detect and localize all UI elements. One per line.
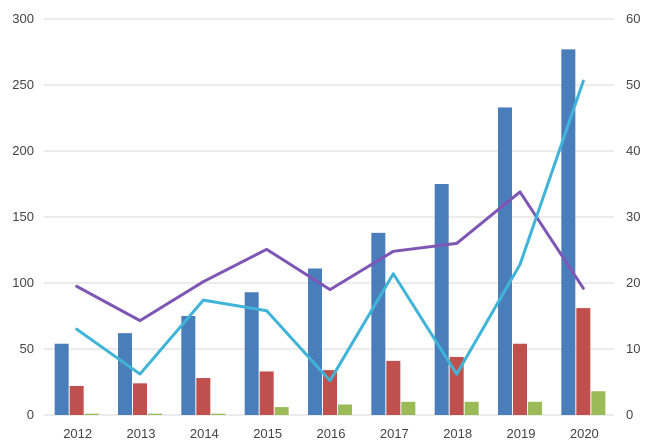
bar-series-3-bar xyxy=(528,401,542,415)
bar-series-3-bar xyxy=(211,413,226,415)
bar-series-1-bar xyxy=(118,333,132,415)
x-tick-label: 2016 xyxy=(317,426,346,441)
bar-series-3-bar xyxy=(148,413,162,415)
y2-tick-label: 10 xyxy=(626,341,640,356)
bar-series-2-bar xyxy=(323,370,337,415)
bar-series-group xyxy=(54,49,606,416)
gridlines xyxy=(44,18,614,416)
bar-series-2-bar xyxy=(259,371,274,415)
bar-series-2-bar xyxy=(449,356,464,415)
y2-tick-label: 40 xyxy=(626,143,640,158)
y-tick-label: 300 xyxy=(12,11,34,26)
x-tick-label: 2017 xyxy=(380,426,409,441)
y2-tick-label: 30 xyxy=(626,209,640,224)
bar-series-3-bar xyxy=(591,391,606,415)
bar-series-3-bar xyxy=(338,404,352,415)
left-y-axis: 0 50 100 150 200 250 300 xyxy=(12,11,34,422)
bar-series-1-bar xyxy=(561,49,576,416)
bar-series-1-bar xyxy=(308,268,322,415)
bar-series-3-bar xyxy=(84,413,99,415)
x-axis: 2012 2013 2014 2015 2016 2017 2018 2019 2020 xyxy=(63,426,599,441)
y2-tick-label: 50 xyxy=(626,77,640,92)
x-tick-label: 2020 xyxy=(570,426,599,441)
line-series-1 xyxy=(75,190,585,323)
bar-series-3-bar xyxy=(274,407,289,415)
bar-series-2-bar xyxy=(133,383,147,415)
y-tick-label: 100 xyxy=(12,275,34,290)
y-tick-label: 150 xyxy=(12,209,34,224)
right-y-axis: 0 10 20 30 40 50 60 xyxy=(626,11,640,422)
bar-series-3-bar xyxy=(401,401,416,415)
bar-series-2-bar xyxy=(386,360,401,415)
y-tick-label: 50 xyxy=(20,341,34,356)
bar-series-1-bar xyxy=(54,343,69,415)
line-series-group xyxy=(75,79,585,383)
x-tick-label: 2015 xyxy=(253,426,282,441)
bar-series-2-bar xyxy=(513,343,527,415)
bar-series-1-bar xyxy=(434,184,449,415)
y2-tick-label: 20 xyxy=(626,275,640,290)
bar-series-1-bar xyxy=(244,292,259,415)
line-series-2 xyxy=(75,79,585,383)
y-tick-label: 250 xyxy=(12,77,34,92)
bar-series-1-bar xyxy=(371,232,386,415)
x-tick-label: 2013 xyxy=(127,426,156,441)
y-tick-label: 0 xyxy=(27,407,34,422)
bar-series-2-bar xyxy=(196,378,211,415)
bar-series-2-bar xyxy=(576,308,591,415)
y2-tick-label: 60 xyxy=(626,11,640,26)
y-tick-label: 200 xyxy=(12,143,34,158)
x-tick-label: 2012 xyxy=(63,426,92,441)
bar-series-1-bar xyxy=(181,316,196,415)
x-tick-label: 2019 xyxy=(507,426,536,441)
y2-tick-label: 0 xyxy=(626,407,633,422)
bar-series-1-bar xyxy=(498,107,512,415)
x-tick-label: 2018 xyxy=(443,426,472,441)
bar-series-2-bar xyxy=(69,385,84,415)
bar-series-3-bar xyxy=(464,401,479,415)
x-tick-label: 2014 xyxy=(190,426,219,441)
